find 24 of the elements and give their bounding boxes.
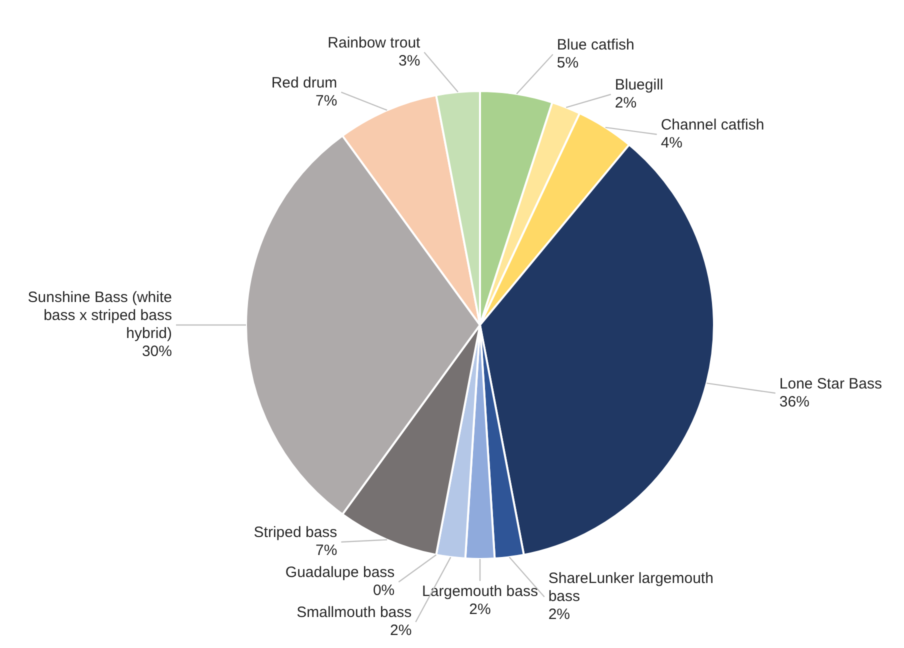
data-label: 5% xyxy=(556,54,579,72)
slice-label: Striped bass xyxy=(254,524,338,542)
data-label: 36% xyxy=(779,393,810,410)
data-label: 3% xyxy=(398,52,420,70)
slice-label: Channel catfish xyxy=(660,116,764,134)
text: 0% xyxy=(372,582,395,600)
slice-label: Largemouth bass xyxy=(422,583,538,600)
legend-label: Guadalupe bass xyxy=(285,564,395,582)
slice-label: Bluegill xyxy=(614,76,664,94)
data-label: 2% xyxy=(548,606,570,623)
data-label: 30% xyxy=(142,343,172,360)
data-label: 4% xyxy=(660,134,683,152)
data-label: 2% xyxy=(390,622,412,640)
slice-label: Blue catfish xyxy=(556,36,634,54)
slice-label: Rainbow trout xyxy=(328,34,422,52)
data-label: 7% xyxy=(315,542,338,560)
slice-label: Lone Star Bass xyxy=(779,375,882,392)
slice-label: Smallmouth bass xyxy=(296,604,412,622)
slice-label: Sunshine Bass (white bass x striped bass hybrid) xyxy=(28,289,172,342)
data-label: 2% xyxy=(469,601,491,618)
data-label: 2% xyxy=(614,94,637,112)
data-label: 7% xyxy=(315,92,338,110)
slice-label: Red drum xyxy=(271,74,338,92)
slice-label: ShareLunker largemouth bass xyxy=(548,570,714,605)
